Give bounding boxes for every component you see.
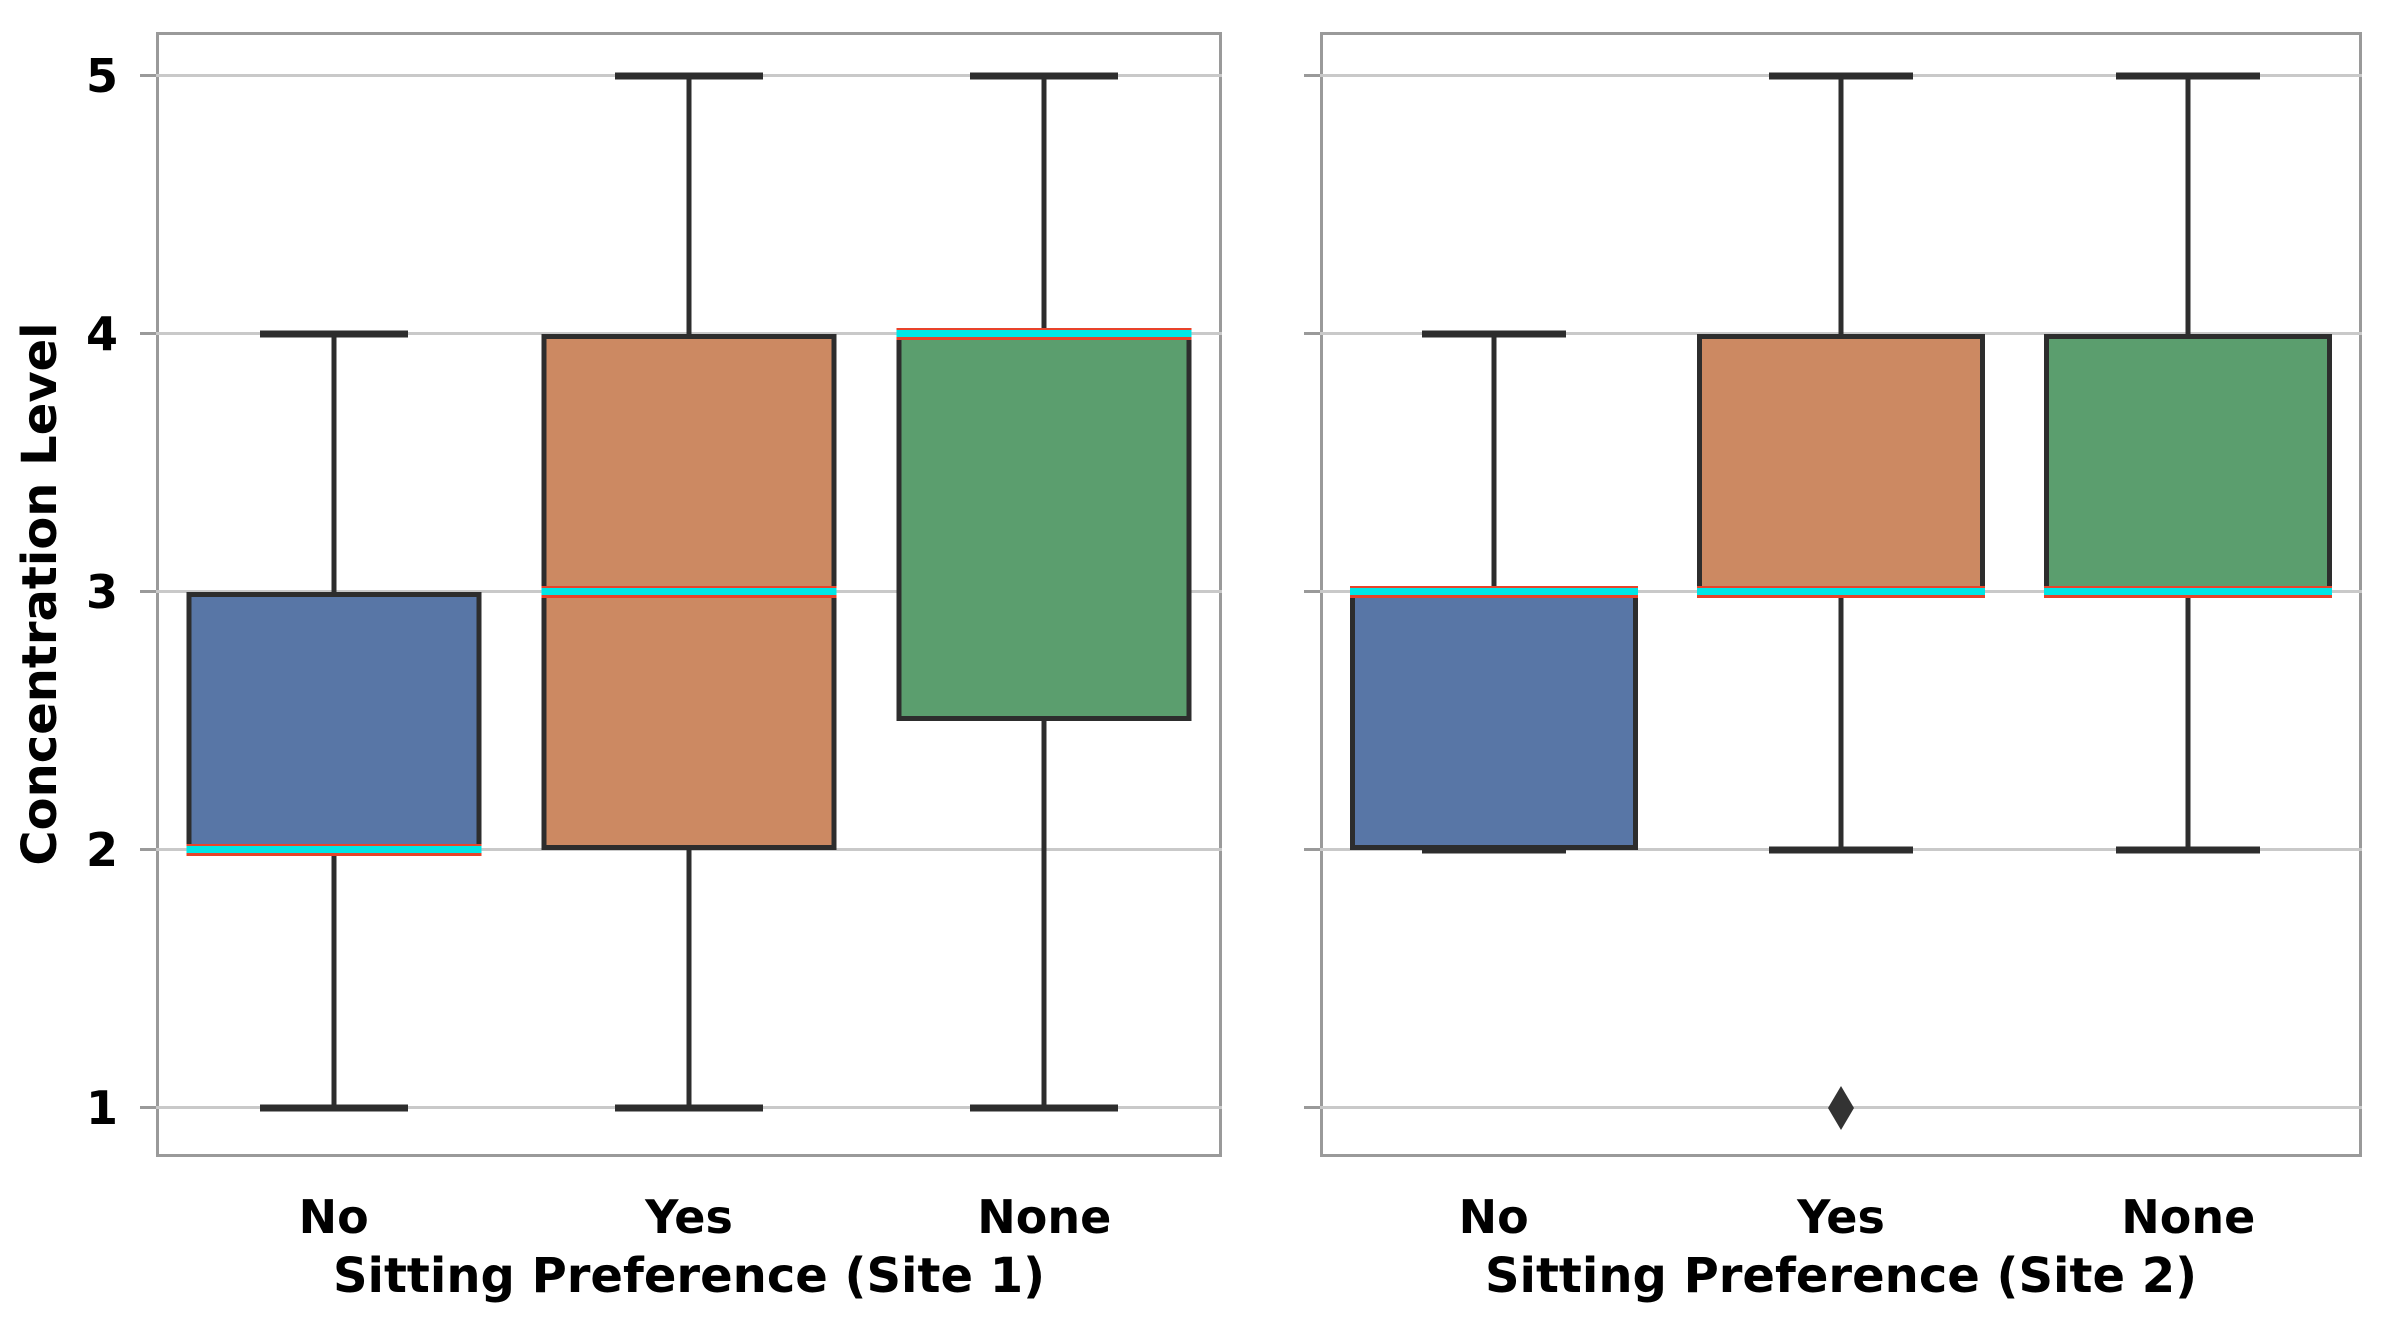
median-line — [186, 843, 482, 856]
y-tick-mark — [1304, 1106, 1320, 1110]
x-tick-label-none: None — [977, 1190, 1112, 1244]
x-tick-label-yes: Yes — [1797, 1190, 1885, 1244]
y-tick-label: 3 — [85, 564, 118, 619]
y-tick-mark — [140, 332, 156, 336]
box-none — [896, 333, 1192, 721]
x-axis-title-site1: Sitting Preference (Site 1) — [332, 1248, 1046, 1304]
x-tick-label-no: No — [1458, 1190, 1529, 1244]
upper-whisker — [1491, 333, 1497, 592]
whisker-cap — [2116, 846, 2261, 854]
whisker-cap — [1769, 846, 1913, 854]
y-tick-mark — [1304, 848, 1320, 852]
y-tick-label: 4 — [85, 306, 118, 361]
whisker-cap — [1769, 72, 1913, 80]
whisker-cap — [1421, 330, 1566, 338]
median-line — [2044, 585, 2333, 598]
x-axis-title-site2: Sitting Preference (Site 2) — [1484, 1248, 2198, 1304]
lower-whisker — [1041, 720, 1047, 1108]
whisker-cap — [615, 72, 763, 80]
upper-whisker — [1838, 75, 1844, 334]
y-tick-label: 5 — [85, 48, 118, 103]
y-tick-mark — [140, 848, 156, 852]
y-tick-mark — [1304, 590, 1320, 594]
y-tick-mark — [1304, 332, 1320, 336]
upper-whisker — [1041, 75, 1047, 334]
whisker-cap — [2116, 72, 2261, 80]
lower-whisker — [686, 849, 692, 1108]
y-tick-mark — [1304, 74, 1320, 78]
lower-whisker — [331, 849, 337, 1108]
y-tick-mark — [140, 590, 156, 594]
x-tick-label-no: No — [298, 1190, 369, 1244]
y-tick-label: 1 — [85, 1080, 118, 1135]
y-tick-label: 2 — [85, 822, 118, 877]
x-tick-label-none: None — [2121, 1190, 2256, 1244]
box-yes — [1697, 333, 1985, 592]
upper-whisker — [686, 75, 692, 334]
upper-whisker — [331, 333, 337, 592]
median-line — [896, 327, 1192, 340]
whisker-cap — [970, 1104, 1119, 1112]
whisker-cap — [970, 72, 1119, 80]
lower-whisker — [2185, 591, 2191, 850]
x-tick-label-yes: Yes — [645, 1190, 733, 1244]
upper-whisker — [2185, 75, 2191, 334]
whisker-cap — [259, 1104, 408, 1112]
whisker-cap — [1421, 846, 1566, 854]
whisker-cap — [259, 330, 408, 338]
box-no — [1349, 591, 1638, 850]
lower-whisker — [1838, 591, 1844, 850]
median-line — [541, 585, 837, 598]
box-no — [186, 591, 482, 850]
y-tick-mark — [140, 1106, 156, 1110]
whisker-cap — [615, 1104, 763, 1112]
y-tick-mark — [140, 74, 156, 78]
box-none — [2044, 333, 2333, 592]
median-line — [1697, 585, 1985, 598]
median-line — [1349, 585, 1638, 598]
